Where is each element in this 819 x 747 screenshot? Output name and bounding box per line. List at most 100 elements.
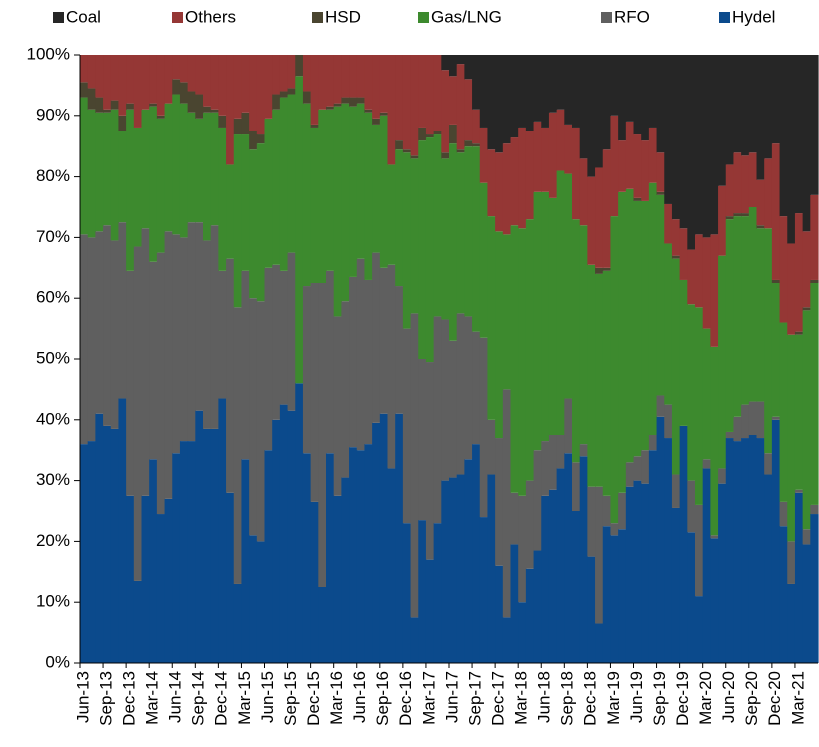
- bar-segment: [548, 197, 558, 435]
- bar-segment: [641, 200, 650, 451]
- bar-segment: [372, 118, 381, 125]
- bar-segment: [279, 91, 289, 98]
- bar-segment: [764, 158, 773, 229]
- bar-segment: [572, 462, 581, 511]
- bar-segment: [556, 55, 565, 110]
- x-tick-label: Dec-20: [765, 671, 784, 726]
- bar-segment: [87, 441, 96, 663]
- bar-segment: [156, 115, 166, 119]
- bar-segment: [641, 55, 650, 141]
- bar-segment: [410, 158, 419, 314]
- bar-segment: [764, 474, 773, 663]
- bar-segment: [695, 55, 704, 235]
- bar-segment: [203, 55, 212, 107]
- bar-segment: [702, 328, 711, 460]
- bar-segment: [356, 103, 366, 259]
- bar-segment: [80, 55, 89, 83]
- bar-segment: [418, 359, 427, 521]
- bar-segment: [595, 267, 604, 274]
- bar-segment: [179, 82, 189, 104]
- bar-segment: [710, 346, 719, 536]
- bar-segment: [771, 279, 781, 283]
- bar-segment: [664, 243, 673, 405]
- bar-segment: [595, 623, 604, 663]
- bar-segment: [256, 55, 266, 135]
- bar-segment: [87, 88, 96, 110]
- bar-segment: [110, 428, 120, 663]
- x-tick-label: Mar-18: [512, 671, 531, 725]
- bar-segment: [510, 225, 519, 493]
- bar-segment: [126, 495, 135, 663]
- bar-segment: [387, 55, 396, 165]
- bar-segment: [602, 270, 612, 496]
- bar-segment: [725, 164, 735, 217]
- bar-segment: [141, 495, 150, 663]
- bar-segment: [103, 112, 112, 226]
- bar-segment: [764, 453, 773, 475]
- bar-segment: [379, 267, 389, 414]
- bar-segment: [87, 109, 96, 238]
- bar-segment: [410, 313, 419, 618]
- bar-segment: [533, 121, 542, 192]
- bar-segment: [810, 504, 819, 515]
- bar-segment: [756, 228, 765, 402]
- bar-segment: [172, 79, 181, 95]
- bar-segment: [748, 152, 758, 207]
- bar-segment: [733, 416, 742, 442]
- x-tick-label: Jun-17: [442, 671, 461, 723]
- bar-segment: [479, 337, 489, 518]
- bar-segment: [464, 459, 473, 663]
- bar-segment: [679, 279, 688, 426]
- bar-segment: [118, 55, 127, 116]
- bar-segment: [579, 444, 588, 457]
- bar-segment: [718, 255, 727, 469]
- bar-segment: [464, 146, 473, 317]
- x-tick-label: Dec-19: [673, 671, 692, 726]
- bar-segment: [126, 103, 135, 110]
- bar-segment: [464, 140, 473, 147]
- bar-segment: [618, 140, 627, 192]
- bar-segment: [487, 149, 496, 217]
- bar-segment: [256, 134, 266, 144]
- bar-segment: [264, 118, 273, 268]
- y-tick-label: 0%: [45, 652, 70, 671]
- bar-segment: [733, 213, 742, 217]
- bar-segment: [610, 216, 619, 524]
- bar-segment: [402, 152, 412, 329]
- bar-segment: [779, 526, 788, 663]
- bar-segment: [487, 474, 496, 663]
- bar-segment: [272, 94, 281, 110]
- bar-segment: [87, 237, 96, 442]
- bar-segment: [541, 55, 550, 128]
- bar-segment: [479, 55, 489, 128]
- bar-segment: [656, 191, 665, 195]
- bar-segment: [425, 362, 435, 560]
- bar-segment: [733, 152, 742, 214]
- x-tick-label: Jun-13: [73, 671, 92, 723]
- bar-segment: [718, 185, 727, 256]
- bar-segment: [141, 228, 150, 496]
- bar-segment: [810, 194, 819, 280]
- bar-segment: [556, 435, 565, 469]
- bar-segment: [533, 55, 542, 122]
- bar-segment: [687, 55, 696, 250]
- bar-segment: [172, 453, 181, 663]
- bar-segment: [618, 191, 627, 493]
- bar-segment: [648, 435, 658, 451]
- bar-segment: [564, 55, 573, 125]
- bar-segment: [133, 55, 143, 128]
- bar-segment: [741, 438, 750, 663]
- bar-segment: [118, 222, 127, 399]
- bar-segment: [787, 334, 796, 542]
- bar-segment: [548, 489, 558, 663]
- bar-segment: [418, 55, 427, 128]
- bar-segment: [771, 283, 781, 417]
- bar-segment: [671, 219, 681, 256]
- bar-segment: [510, 492, 519, 545]
- bar-segment: [349, 276, 358, 448]
- x-tick-label: Sep-18: [558, 671, 577, 726]
- bar-segment: [272, 419, 281, 663]
- bar-segment: [195, 94, 204, 119]
- bar-segment: [587, 556, 596, 663]
- bar-segment: [602, 495, 612, 527]
